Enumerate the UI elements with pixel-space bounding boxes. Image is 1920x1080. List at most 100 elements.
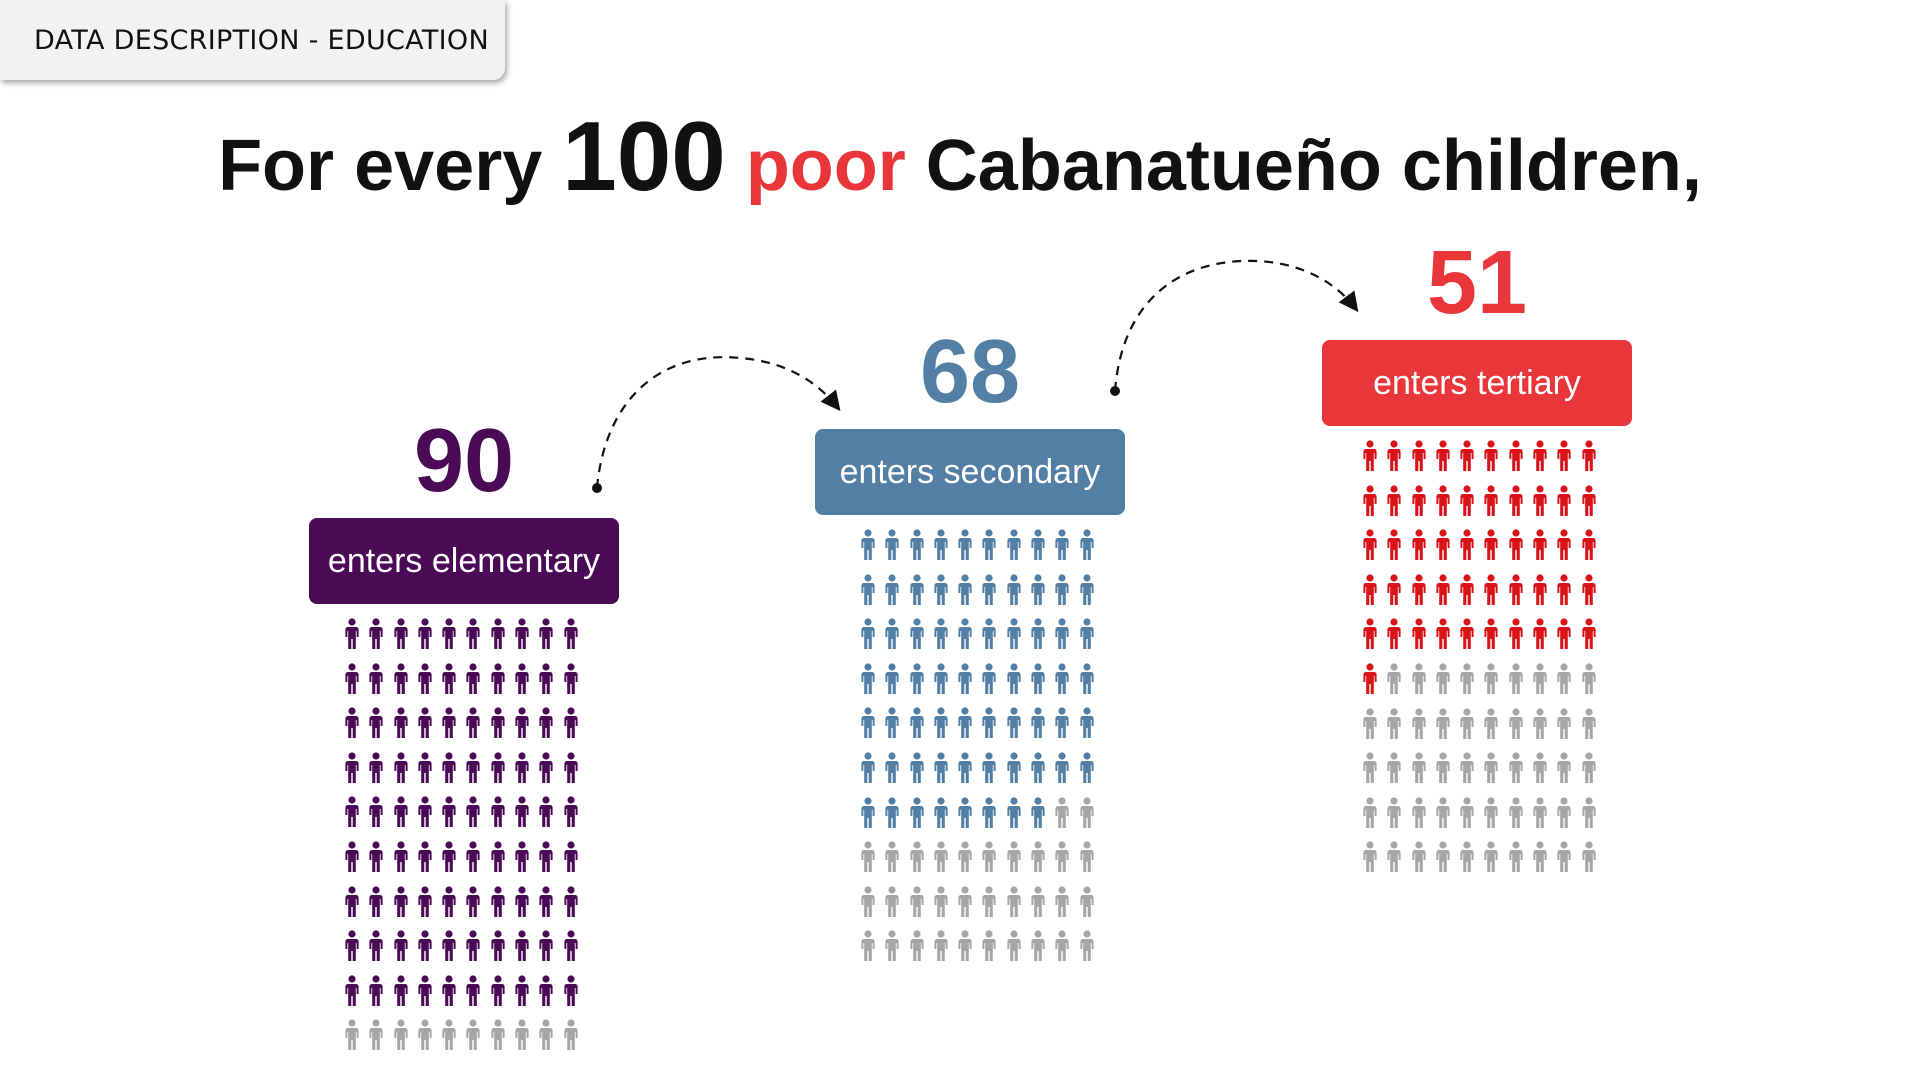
person-icon xyxy=(564,841,578,872)
person-icon xyxy=(393,885,408,917)
person-icon xyxy=(1055,529,1069,560)
person-icon xyxy=(885,573,899,605)
person-icon xyxy=(369,885,383,917)
person-icon xyxy=(393,752,408,783)
person-icon xyxy=(466,1019,481,1051)
person-icon xyxy=(1436,752,1450,784)
person-icon xyxy=(885,663,899,694)
person-icon xyxy=(1363,618,1377,650)
person-icon xyxy=(1007,841,1021,873)
person-icon xyxy=(1582,618,1596,650)
person-icon xyxy=(934,707,948,739)
person-icon xyxy=(909,841,924,873)
person-icon xyxy=(442,662,456,694)
person-icon xyxy=(345,752,359,783)
person-icon xyxy=(1582,797,1596,828)
person-icon xyxy=(1031,841,1045,873)
person-icon xyxy=(1557,663,1571,694)
tertiary-label-pill: enters tertiary xyxy=(1322,340,1632,426)
person-icon xyxy=(539,1019,553,1051)
person-icon xyxy=(1582,574,1596,605)
person-icon xyxy=(1509,484,1523,516)
person-icon xyxy=(1557,484,1571,516)
person-icon xyxy=(1460,752,1474,784)
person-icon xyxy=(1557,529,1571,561)
person-icon xyxy=(861,573,875,605)
person-icon xyxy=(1509,841,1523,873)
person-icon xyxy=(934,529,948,560)
person-icon xyxy=(1080,886,1094,917)
person-icon xyxy=(418,930,432,962)
person-icon xyxy=(1533,440,1547,471)
person-icon xyxy=(1363,529,1377,561)
person-icon xyxy=(369,618,383,649)
person-icon xyxy=(442,796,456,828)
person-icon xyxy=(885,886,899,917)
person-icon xyxy=(1387,574,1401,605)
person-icon xyxy=(934,796,948,828)
person-icon xyxy=(1055,796,1069,828)
person-icon xyxy=(1509,752,1523,784)
person-icon xyxy=(1031,707,1045,739)
person-icon xyxy=(909,618,924,650)
person-icon xyxy=(1557,707,1571,739)
person-icon xyxy=(515,752,529,783)
person-icon xyxy=(1055,886,1069,917)
person-icon xyxy=(564,707,578,739)
person-icon xyxy=(1080,663,1094,694)
person-icon xyxy=(934,618,948,650)
person-icon xyxy=(934,930,948,962)
person-icon xyxy=(515,707,529,739)
person-icon xyxy=(885,529,899,560)
person-icon xyxy=(934,573,948,605)
person-icon xyxy=(909,886,924,917)
person-icon xyxy=(369,752,383,783)
person-icon xyxy=(345,796,359,828)
person-icon xyxy=(418,796,432,828)
person-icon xyxy=(539,975,553,1006)
arrow-secondary-to-tertiary xyxy=(1110,259,1359,396)
person-icon xyxy=(1007,529,1021,560)
person-icon xyxy=(1007,707,1021,739)
person-icon xyxy=(369,662,383,694)
person-icon xyxy=(958,796,972,828)
person-icon xyxy=(1007,796,1021,828)
person-icon xyxy=(1363,574,1377,605)
person-icon xyxy=(393,618,408,649)
person-icon xyxy=(1080,796,1094,828)
person-icon xyxy=(958,752,972,783)
person-icon xyxy=(1436,618,1450,650)
person-icon xyxy=(345,841,359,872)
person-icon xyxy=(1080,618,1094,650)
person-icon xyxy=(1007,930,1021,962)
person-icon xyxy=(1484,752,1499,784)
person-icon xyxy=(982,707,997,739)
person-icon xyxy=(345,618,359,649)
person-icon xyxy=(1484,618,1499,650)
person-icon xyxy=(934,886,948,917)
person-icon xyxy=(1080,573,1094,605)
person-icon xyxy=(958,573,972,605)
person-icon xyxy=(1557,574,1571,605)
tertiary-icon-grid xyxy=(1362,440,1605,886)
person-icon xyxy=(1460,663,1474,694)
person-icon xyxy=(1055,707,1069,739)
person-icon xyxy=(958,707,972,739)
person-icon xyxy=(491,975,505,1006)
arrow-elementary-to-secondary xyxy=(592,356,841,493)
person-icon xyxy=(1533,797,1547,828)
person-icon xyxy=(1031,529,1045,560)
person-icon xyxy=(466,662,481,694)
person-icon xyxy=(1582,752,1596,784)
person-icon xyxy=(861,707,875,739)
person-icon xyxy=(539,841,553,872)
person-icon xyxy=(1557,841,1571,873)
person-icon xyxy=(1031,663,1045,694)
person-icon xyxy=(564,662,578,694)
person-icon xyxy=(982,618,997,650)
person-icon xyxy=(909,796,924,828)
person-icon xyxy=(1582,484,1596,516)
person-icon xyxy=(1411,529,1426,561)
person-icon xyxy=(885,930,899,962)
person-icon xyxy=(442,841,456,872)
